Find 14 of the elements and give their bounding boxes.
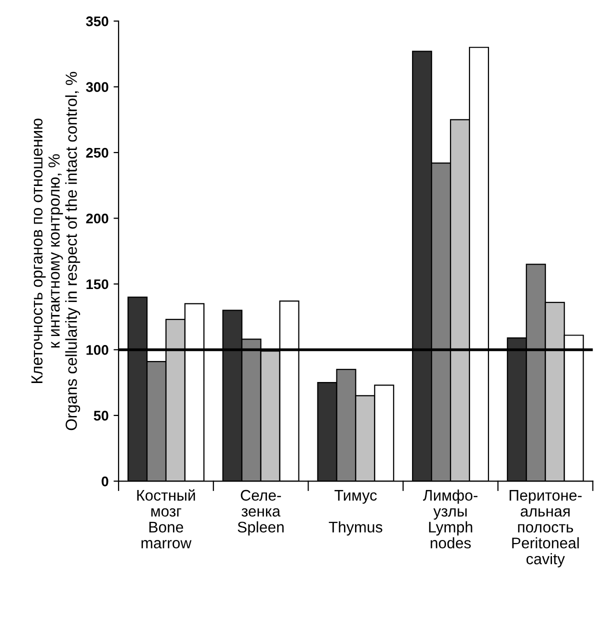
y-axis-title: Клеточность органов по отношению к интактному контролю, % Organs cellularity in respect of the intact control, % [31,72,80,430]
y-tick-label: 50 [94,410,108,421]
x-tick-label: Тимус Thymus [328,490,382,536]
y-tick-label: 350 [86,16,108,26]
y-tick-label: 0 [102,476,108,486]
y-tick-label: 200 [86,214,108,224]
y-tick-label: 250 [86,148,108,158]
x-tick-label: Лимфо- узлы Lymph nodes [423,490,478,548]
x-tick-label: Перитоне- альная полость Peritoneal cavity [510,490,582,568]
x-tick-label: Костный мозг Bone marrow [137,489,195,548]
x-tick-label: Селе- зенка Spleen [238,490,284,536]
y-tick-label: 300 [86,82,108,92]
y-tick-label: 150 [86,279,108,290]
y-tick-label: 100 [86,345,108,355]
